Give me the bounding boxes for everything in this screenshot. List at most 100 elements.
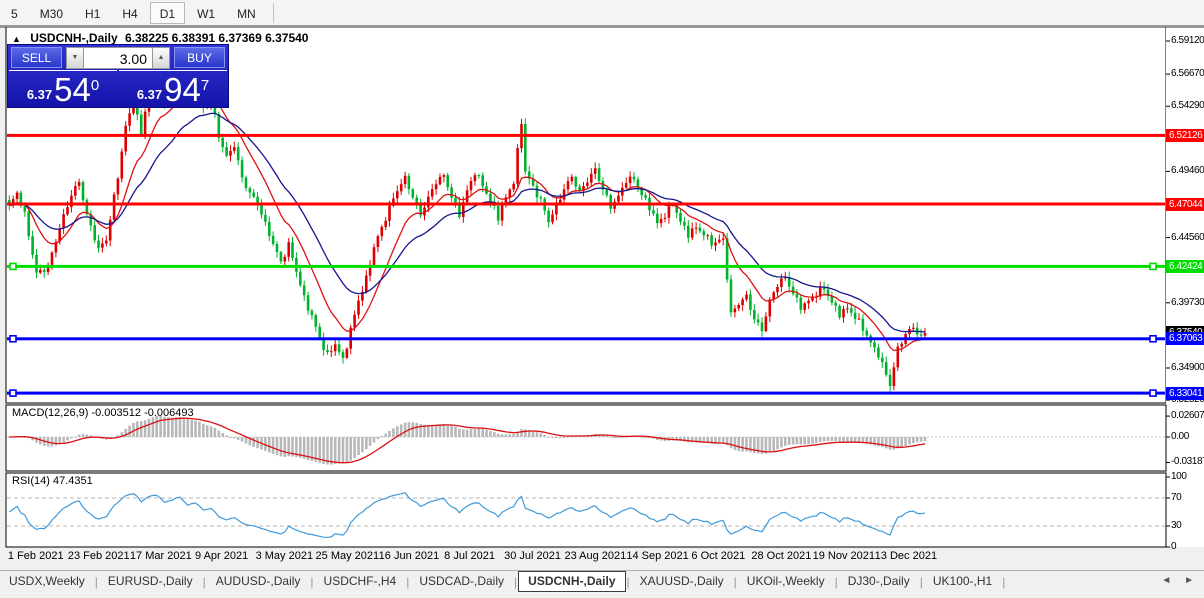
tab-separator: |: [202, 574, 206, 589]
price-tick-label: 6.34900: [1171, 361, 1204, 373]
buy-price-prefix: 6.37: [136, 87, 163, 102]
chart-window: ▲ USDCNH-,Daily 6.38225 6.38391 6.37369 …: [0, 26, 1204, 570]
chart-tab-usdcad-daily[interactable]: USDCAD-,Daily: [419, 574, 505, 588]
buy-button[interactable]: BUY: [174, 47, 225, 68]
trade-panel-controls: SELL ▼ 3.00 ▲ BUY: [8, 45, 228, 70]
chart-tab-usdx-weekly[interactable]: USDX,Weekly: [9, 574, 85, 588]
chart-tab-usdcnh-daily[interactable]: USDCNH-,Daily: [518, 570, 626, 592]
sell-price-sup: 0: [90, 77, 100, 94]
date-tick-label: 30 Jul 2021: [504, 550, 562, 562]
chart-tab-uk100-h1[interactable]: UK100-,H1: [932, 574, 993, 588]
price-tick-label: 6.49460: [1171, 165, 1204, 177]
chart-tab-usdchf-h4[interactable]: USDCHF-,H4: [323, 574, 397, 588]
volume-increase-button[interactable]: ▲: [152, 46, 170, 69]
line-handle[interactable]: [1149, 262, 1157, 271]
rsi-indicator-label: RSI(14) 47.4351: [12, 475, 93, 487]
chart-title: ▲ USDCNH-,Daily 6.38225 6.38391 6.37369 …: [12, 31, 312, 45]
timeframe-button-5[interactable]: 5: [11, 6, 18, 21]
tab-scroll-right-icon[interactable]: ►: [1184, 575, 1194, 586]
tab-scroll-arrows: ◄ ►: [1151, 575, 1194, 586]
buy-price[interactable]: 6.37 94 7: [119, 70, 227, 107]
horizontal-line-6.52126[interactable]: [7, 133, 1165, 137]
chart-tab-ukoil-weekly[interactable]: UKOil-,Weekly: [746, 574, 825, 588]
macd-tick-label: 0.00: [1171, 431, 1189, 442]
volume-input[interactable]: 3.00: [84, 46, 152, 69]
tab-separator: |: [514, 574, 518, 589]
buy-price-big: 94: [164, 71, 201, 108]
rsi-tick-label: 100: [1171, 471, 1187, 482]
hline-price-label-6.33041: 6.33041: [1166, 386, 1204, 400]
rsi-pane[interactable]: [7, 492, 1165, 538]
chart-canvas[interactable]: [0, 26, 1204, 570]
timeframe-button-h4[interactable]: H4: [122, 6, 138, 21]
timeframe-button-d1[interactable]: D1: [149, 1, 186, 24]
tab-scroll-left-icon[interactable]: ◄: [1161, 575, 1172, 586]
triangle-up-icon: ▲: [157, 54, 165, 61]
price-tick-label: 6.56670: [1171, 68, 1204, 80]
line-handle[interactable]: [9, 389, 17, 397]
line-handle[interactable]: [1149, 389, 1157, 397]
price-tick-label: 6.44560: [1171, 231, 1204, 243]
collapse-panel-icon[interactable]: ▲: [12, 34, 21, 44]
tab-separator: |: [834, 574, 838, 589]
price-tick-label: 6.54290: [1171, 100, 1204, 112]
sell-button[interactable]: SELL: [11, 47, 62, 68]
date-tick-label: 14 Sep 2021: [626, 550, 689, 562]
timeframe-button-w1[interactable]: W1: [197, 6, 216, 21]
chart-tab-audusd-daily[interactable]: AUDUSD-,Daily: [215, 574, 301, 588]
price-tick-label: 6.39730: [1171, 296, 1204, 308]
horizontal-line-6.37063[interactable]: [7, 334, 1165, 343]
line-handle[interactable]: [9, 262, 17, 271]
status-strip: [0, 592, 1204, 598]
volume-spinner: ▼ 3.00 ▲: [66, 46, 170, 69]
timeframe-button-mn[interactable]: MN: [237, 6, 256, 21]
macd-pane[interactable]: [7, 415, 1165, 465]
chart-tab-dj30-daily[interactable]: DJ30-,Daily: [847, 574, 910, 588]
volume-decrease-button[interactable]: ▼: [66, 46, 84, 69]
hline-price-label-6.52126: 6.52126: [1166, 128, 1204, 142]
date-tick-label: 9 Apr 2021: [194, 550, 249, 562]
date-tick-label: 23 Feb 2021: [67, 550, 130, 562]
tab-separator: |: [919, 574, 923, 589]
tab-separator: |: [94, 574, 98, 589]
hline-price-label-6.37063: 6.37063: [1166, 332, 1204, 346]
sell-price-big: 54: [54, 71, 91, 108]
horizontal-line-6.33041[interactable]: [7, 389, 1165, 397]
timeframe-toolbar: 5 M30 H1 H4 D1 W1 MN: [0, 0, 1204, 26]
price-tick-label: 6.32520: [1171, 394, 1204, 406]
timeframe-button-m30[interactable]: M30: [39, 6, 64, 21]
horizontal-line-6.42424[interactable]: [7, 262, 1165, 271]
one-click-trading-panel: SELL ▼ 3.00 ▲ BUY 6.37 54 0 6.37 94 7: [7, 44, 229, 108]
horizontal-line-6.47044[interactable]: [7, 202, 1165, 206]
macd-indicator-label: MACD(12,26,9) -0.003512 -0.006493: [12, 407, 194, 419]
triangle-down-icon: ▼: [71, 54, 79, 61]
trade-panel-prices: 6.37 54 0 6.37 94 7: [8, 70, 228, 107]
buy-price-sup: 7: [200, 77, 210, 94]
chart-tab-eurusd-daily[interactable]: EURUSD-,Daily: [107, 574, 193, 588]
date-tick-label: 1 Feb 2021: [7, 550, 64, 562]
chart-ohlc-values: 6.38225 6.38391 6.37369 6.37540: [124, 31, 309, 45]
line-handle[interactable]: [1149, 334, 1157, 343]
sell-price-prefix: 6.37: [26, 87, 53, 102]
macd-tick-label: 0.02607: [1171, 410, 1204, 422]
sell-price[interactable]: 6.37 54 0: [9, 70, 117, 107]
macd-signal-line: [9, 417, 926, 464]
tab-separator: |: [406, 574, 410, 589]
date-tick-label: 28 Oct 2021: [751, 550, 812, 562]
timeframe-button-h1[interactable]: H1: [85, 6, 101, 21]
rsi-tick-label: 70: [1171, 492, 1182, 503]
line-handle[interactable]: [9, 334, 17, 343]
tab-separator: |: [310, 574, 314, 589]
date-tick-label: 25 May 2021: [315, 550, 380, 562]
date-tick-label: 17 Mar 2021: [129, 550, 192, 562]
ma-fast-line: [9, 89, 926, 352]
chart-tab-xauusd-daily[interactable]: XAUUSD-,Daily: [639, 574, 724, 588]
rsi-tick-label: 30: [1171, 520, 1182, 531]
rsi-tick-label: 0: [1171, 541, 1177, 552]
price-pane[interactable]: [7, 61, 1165, 397]
date-tick-label: 16 Jun 2021: [378, 550, 440, 562]
axis-tick-marks: [1166, 40, 1170, 548]
rsi-line: [8, 492, 926, 538]
hline-price-label-6.42424: 6.42424: [1166, 259, 1204, 273]
